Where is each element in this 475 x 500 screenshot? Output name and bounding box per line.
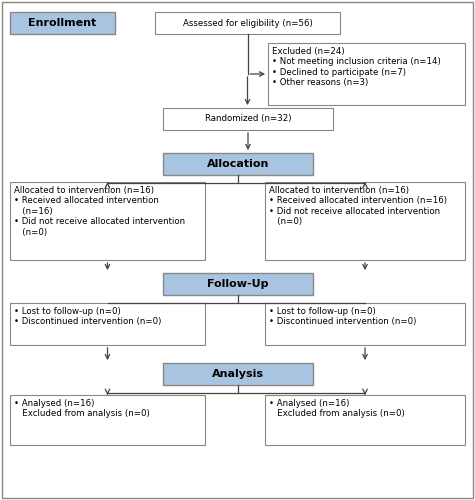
Text: • Lost to follow-up (n=0)
• Discontinued intervention (n=0): • Lost to follow-up (n=0) • Discontinued… [269, 307, 417, 326]
Text: Allocated to intervention (n=16)
• Received allocated intervention (n=16)
• Did : Allocated to intervention (n=16) • Recei… [269, 186, 447, 226]
FancyBboxPatch shape [265, 182, 465, 260]
Text: Allocated to intervention (n=16)
• Received allocated intervention
   (n=16)
• D: Allocated to intervention (n=16) • Recei… [14, 186, 185, 236]
FancyBboxPatch shape [163, 153, 313, 175]
FancyBboxPatch shape [163, 108, 333, 130]
FancyBboxPatch shape [10, 303, 205, 345]
FancyBboxPatch shape [265, 303, 465, 345]
FancyBboxPatch shape [155, 12, 340, 34]
Text: • Analysed (n=16)
   Excluded from analysis (n=0): • Analysed (n=16) Excluded from analysis… [269, 399, 405, 418]
FancyBboxPatch shape [268, 43, 465, 105]
FancyBboxPatch shape [265, 395, 465, 445]
Text: Excluded (n=24)
• Not meeting inclusion criteria (n=14)
• Declined to participat: Excluded (n=24) • Not meeting inclusion … [272, 47, 441, 87]
Text: Assessed for eligibility (n=56): Assessed for eligibility (n=56) [182, 18, 313, 28]
FancyBboxPatch shape [10, 182, 205, 260]
Text: Follow-Up: Follow-Up [207, 279, 269, 289]
FancyBboxPatch shape [163, 273, 313, 295]
FancyBboxPatch shape [10, 395, 205, 445]
Text: Allocation: Allocation [207, 159, 269, 169]
Text: Analysis: Analysis [212, 369, 264, 379]
Text: Enrollment: Enrollment [28, 18, 96, 28]
Text: Randomized (n=32): Randomized (n=32) [205, 114, 291, 124]
FancyBboxPatch shape [10, 12, 115, 34]
Text: • Lost to follow-up (n=0)
• Discontinued intervention (n=0): • Lost to follow-up (n=0) • Discontinued… [14, 307, 162, 326]
FancyBboxPatch shape [163, 363, 313, 385]
Text: • Analysed (n=16)
   Excluded from analysis (n=0): • Analysed (n=16) Excluded from analysis… [14, 399, 150, 418]
